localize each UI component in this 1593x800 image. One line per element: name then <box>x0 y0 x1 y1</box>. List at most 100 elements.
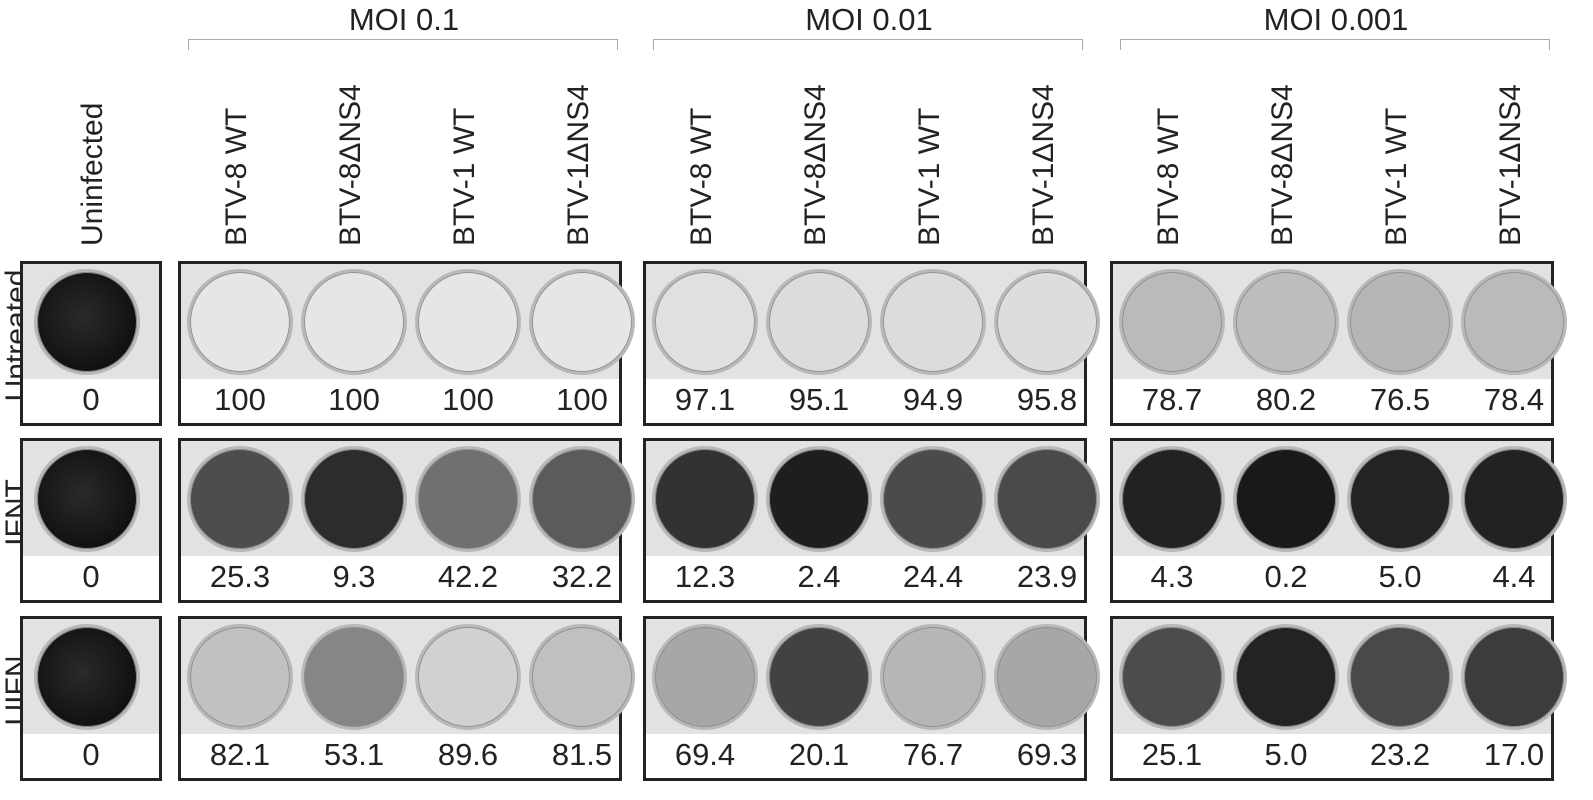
survival-value: 0 <box>82 382 100 417</box>
moi-group-bracket <box>653 39 1083 50</box>
survival-value: 69.4 <box>674 737 736 772</box>
moi-panel: 4.3 0.2 5.0 4.4 <box>1110 438 1567 603</box>
well-image <box>301 269 407 375</box>
moi-panel: 82.1 53.1 89.6 81.5 <box>178 616 635 781</box>
virus-column-label: BTV-8ΔNS4 <box>1266 84 1299 246</box>
survival-value: 42.2 <box>437 559 499 594</box>
well-image <box>1119 446 1225 552</box>
survival-value: 95.1 <box>788 382 850 417</box>
moi-group-bracket <box>188 39 618 50</box>
survival-value: 97.1 <box>674 382 736 417</box>
virus-column-label: BTV-1 WT <box>1380 107 1413 246</box>
well-image <box>529 446 635 552</box>
virus-column-label: BTV-8ΔNS4 <box>799 84 832 246</box>
survival-value: 4.4 <box>1492 559 1536 594</box>
well-image <box>994 446 1100 552</box>
well-image <box>880 269 986 375</box>
survival-value: 89.6 <box>437 737 499 772</box>
moi-group-bracket <box>1120 39 1550 50</box>
moi-panel: 25.3 9.3 42.2 32.2 <box>178 438 635 603</box>
survival-value: 20.1 <box>788 737 850 772</box>
survival-value: 23.2 <box>1369 737 1431 772</box>
survival-value: 100 <box>328 382 380 417</box>
well-image <box>1347 624 1453 730</box>
survival-value: 78.4 <box>1483 382 1545 417</box>
survival-value: 24.4 <box>902 559 964 594</box>
survival-value: 5.0 <box>1264 737 1308 772</box>
well-image <box>34 446 140 552</box>
well-image <box>994 624 1100 730</box>
well-image <box>652 624 758 730</box>
survival-value: 94.9 <box>902 382 964 417</box>
well-image <box>652 446 758 552</box>
moi-group-title: MOI 0.01 <box>805 2 933 37</box>
virus-column-label: BTV-1ΔNS4 <box>1494 84 1527 246</box>
survival-value: 81.5 <box>551 737 613 772</box>
moi-panel: 25.1 5.0 23.2 17.0 <box>1110 616 1567 781</box>
uninfected-column-label: Uninfected <box>76 102 109 246</box>
survival-value: 53.1 <box>323 737 385 772</box>
moi-panel: 69.4 20.1 76.7 69.3 <box>643 616 1100 781</box>
well-image <box>34 624 140 730</box>
well-image <box>652 269 758 375</box>
survival-value: 2.4 <box>797 559 841 594</box>
survival-value: 100 <box>214 382 266 417</box>
well-image <box>1347 269 1453 375</box>
uninfected-panel: 0 <box>20 616 162 781</box>
well-image <box>994 269 1100 375</box>
survival-value: 82.1 <box>209 737 271 772</box>
well-image <box>1119 269 1225 375</box>
virus-column-label: BTV-1ΔNS4 <box>1027 84 1060 246</box>
virus-column-label: BTV-8ΔNS4 <box>334 84 367 246</box>
well-image <box>1461 269 1567 375</box>
survival-value: 5.0 <box>1378 559 1422 594</box>
virus-column-label: BTV-1 WT <box>448 107 481 246</box>
well-image <box>187 624 293 730</box>
well-image <box>1461 624 1567 730</box>
survival-value: 76.5 <box>1369 382 1431 417</box>
survival-value: 9.3 <box>332 559 376 594</box>
survival-value: 0 <box>82 559 100 594</box>
uninfected-panel: 0 <box>20 438 162 603</box>
well-image <box>529 624 635 730</box>
virus-column-label: BTV-8 WT <box>220 107 253 246</box>
virus-column-label: BTV-1 WT <box>913 107 946 246</box>
well-image <box>1119 624 1225 730</box>
survival-value: 78.7 <box>1141 382 1203 417</box>
survival-value: 17.0 <box>1483 737 1545 772</box>
well-image <box>880 624 986 730</box>
survival-value: 32.2 <box>551 559 613 594</box>
survival-value: 100 <box>442 382 494 417</box>
well-image <box>766 624 872 730</box>
uninfected-panel: 0 <box>20 261 162 426</box>
survival-value: 80.2 <box>1255 382 1317 417</box>
well-image <box>1233 269 1339 375</box>
moi-group-title: MOI 0.001 <box>1263 2 1409 37</box>
well-image <box>415 624 521 730</box>
moi-group-title: MOI 0.1 <box>348 2 460 37</box>
well-image <box>529 269 635 375</box>
well-image <box>187 446 293 552</box>
well-image <box>1461 446 1567 552</box>
well-image <box>1233 446 1339 552</box>
virus-column-label: BTV-8 WT <box>685 107 718 246</box>
survival-value: 100 <box>556 382 608 417</box>
moi-panel: 12.3 2.4 24.4 23.9 <box>643 438 1100 603</box>
well-image <box>766 446 872 552</box>
survival-value: 25.1 <box>1141 737 1203 772</box>
virus-column-label: BTV-1ΔNS4 <box>562 84 595 246</box>
survival-value: 76.7 <box>902 737 964 772</box>
well-image <box>187 269 293 375</box>
moi-panel: 100 100 100 100 <box>178 261 635 426</box>
well-image <box>34 269 140 375</box>
well-image <box>415 446 521 552</box>
well-image <box>766 269 872 375</box>
well-image <box>1233 624 1339 730</box>
survival-value: 69.3 <box>1016 737 1078 772</box>
survival-value: 23.9 <box>1016 559 1078 594</box>
survival-value: 12.3 <box>674 559 736 594</box>
moi-panel: 97.1 95.1 94.9 95.8 <box>643 261 1100 426</box>
well-image <box>880 446 986 552</box>
well-image <box>1347 446 1453 552</box>
survival-value: 4.3 <box>1150 559 1194 594</box>
